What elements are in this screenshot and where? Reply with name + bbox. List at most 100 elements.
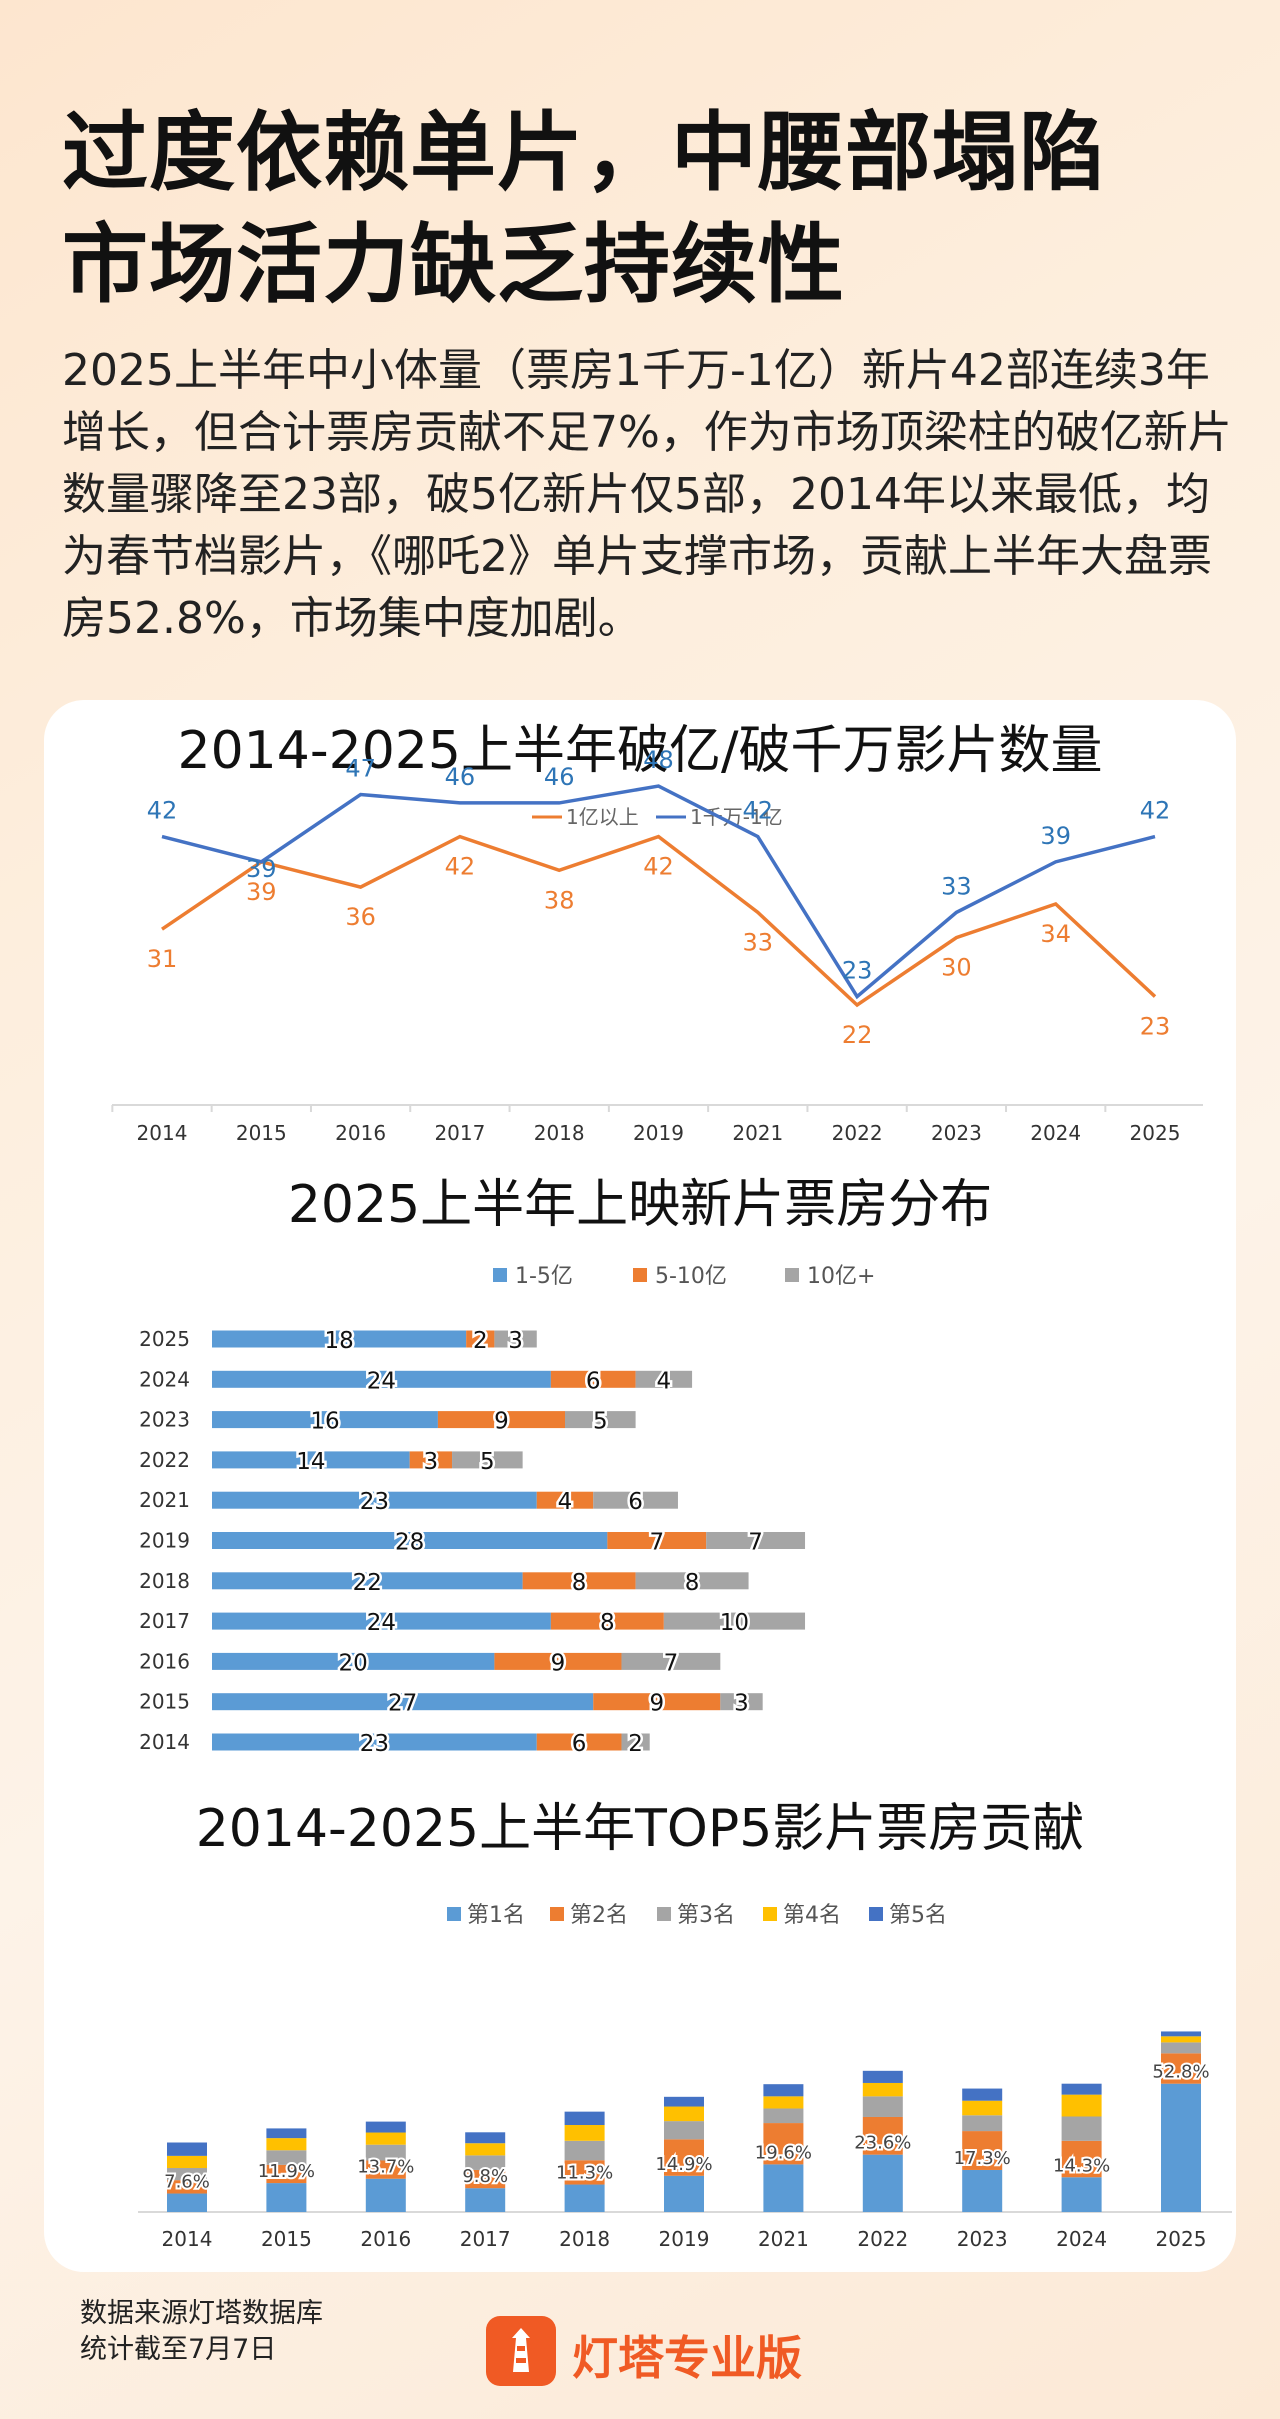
chart3-bar-segment (862, 2082, 903, 2097)
chart2-bar-value-label: 6 (572, 1731, 587, 1757)
chart3-bar-segment (465, 2169, 506, 2189)
chart2-bar-segment (494, 1330, 537, 1348)
chart2-bar-value-label: 23 (360, 1489, 389, 1515)
chart3-legend-swatch-0 (447, 1907, 461, 1921)
chart1-data-label-blue: 39 (246, 855, 277, 883)
chart1-x-tick-label: 2023 (931, 1121, 982, 1145)
chart1-data-label-orange: 22 (842, 1021, 873, 1049)
chart3-first-rank-label: 23.6% (854, 2133, 911, 2154)
chart2-bar-segment (536, 1491, 594, 1509)
chart2-bar-value-label: 7 (748, 1530, 763, 1556)
chart3-bar-segment (1061, 2116, 1102, 2141)
chart3-first-rank-label: 14.9% (655, 2154, 712, 2175)
chart3-bar-segment (365, 2160, 406, 2179)
chart2-bar-segment (706, 1532, 806, 1549)
chart1-x-tick-label: 2024 (1030, 1121, 1081, 1145)
chart3-first-rank-label: 11.9% (258, 2161, 315, 2182)
chart3-bar-segment (664, 2175, 704, 2212)
chart2-bar-segment (212, 1612, 551, 1630)
chart2-bar-value-label: 27 (388, 1691, 417, 1717)
chart3-bar-segment (763, 2123, 804, 2165)
chart3-bar-segment (465, 2188, 506, 2212)
chart3-bar-segment (365, 2178, 406, 2212)
chart2-bar-value-label: 8 (600, 1610, 615, 1636)
chart2-legend-swatch-0 (493, 1268, 507, 1282)
chart3-x-tick-label: 2025 (1156, 2227, 1207, 2251)
source-line: 数据来源灯塔数据库 (80, 2298, 323, 2329)
chart3-first-rank-label: 7.6% (164, 2172, 210, 2193)
cutoff-line: 统计截至7月7日 (80, 2334, 277, 2365)
chart1-data-label-blue: 33 (941, 872, 972, 900)
chart3-bar-segment (167, 2180, 207, 2194)
chart2-bar-segment (607, 1532, 707, 1549)
chart3-bar-segment (1161, 2042, 1201, 2054)
chart2-bar-value-label: 3 (424, 1449, 439, 1475)
chart2-bar-segment (593, 1491, 678, 1509)
chart2-bar-value-label: 8 (572, 1570, 587, 1596)
chart2-bar-value-label: 2 (473, 1328, 488, 1354)
chart3-bar-segment (365, 2132, 406, 2145)
chart3-bar-segment (167, 2142, 207, 2156)
chart1-data-label-orange: 38 (544, 886, 575, 914)
chart1-data-label-orange: 33 (743, 928, 774, 956)
chart3-legend-label-4: 第5名 (889, 1903, 947, 1928)
chart2-bar-value-label: 4 (657, 1368, 672, 1394)
chart2-bar-value-label: 9 (551, 1650, 566, 1676)
chart3-bar-segment (962, 2088, 1003, 2101)
chart2-bar-value-label: 7 (664, 1650, 679, 1676)
chart3-bar-segment (465, 2155, 506, 2170)
chart3-bar-segment (1061, 2094, 1102, 2117)
chart2-bar-value-label: 28 (395, 1530, 424, 1556)
chart3-legend-label-2: 第3名 (677, 1903, 735, 1928)
chart2-bar-segment (522, 1572, 636, 1590)
chart3-bar-segment (763, 2108, 804, 2124)
chart3-legend-label-1: 第2名 (570, 1903, 628, 1928)
chart3-first-rank-label: 14.3% (1053, 2155, 1110, 2176)
chart3-first-rank-label: 17.3% (954, 2148, 1011, 2169)
chart3-bar-segment (962, 2169, 1003, 2212)
chart2-bar-value-label: 10 (720, 1610, 749, 1636)
chart3-bar-segment (167, 2168, 207, 2181)
chart2-bar-value-label: 2 (628, 1731, 643, 1757)
chart3-bar-segment (962, 2115, 1003, 2132)
chart2-bar-value-label: 16 (310, 1409, 339, 1435)
chart1-x-tick-label: 2019 (633, 1121, 684, 1145)
chart2-bar-value-label: 22 (353, 1570, 382, 1596)
chart3-bar-segment (564, 2111, 605, 2126)
chart2-legend-swatch-1 (633, 1268, 647, 1282)
lighthouse-icon (486, 2316, 556, 2386)
chart1-data-label-blue: 46 (544, 763, 575, 791)
chart2-bar-segment (212, 1370, 551, 1388)
chart1-data-label-blue: 42 (147, 797, 178, 825)
chart1-x-tick-label: 2021 (732, 1121, 783, 1145)
chart2-bar-segment (212, 1652, 495, 1670)
chart3-bar-segment (1161, 2036, 1201, 2043)
chart3-first-rank-label: 19.6% (755, 2142, 812, 2163)
chart1-x-tick-label: 2018 (534, 1121, 585, 1145)
chart3-x-tick-label: 2017 (460, 2227, 511, 2251)
chart3-x-tick-label: 2018 (559, 2227, 610, 2251)
chart1-series-line-0 (161, 834, 1157, 1008)
chart2-bar-segment (212, 1451, 410, 1469)
chart3-bar-segment (266, 2164, 307, 2184)
chart1-x-tick-label: 2016 (335, 1121, 386, 1145)
chart1-data-label-orange: 36 (345, 903, 376, 931)
page-title-line1: 过度依赖单片，中腰部塌陷 (62, 103, 1106, 203)
chart2-legend-swatch-2 (785, 1268, 799, 1282)
chart1-data-label-blue: 42 (1140, 797, 1171, 825)
chart3-bar-segment (1161, 2083, 1201, 2212)
chart2-y-tick-label: 2019 (139, 1529, 190, 1553)
chart1-data-label-orange: 30 (941, 954, 972, 982)
chart2-bar-value-label: 6 (586, 1368, 601, 1394)
chart3-bar-segment (664, 2096, 704, 2107)
chart2-bar-segment (635, 1572, 749, 1590)
chart3-x-tick-label: 2019 (659, 2227, 710, 2251)
chart2-bar-value-label: 8 (685, 1570, 700, 1596)
chart2-y-tick-label: 2022 (139, 1448, 190, 1472)
chart3-bar-segment (763, 2084, 804, 2097)
chart3-bar-segment (763, 2164, 804, 2212)
chart2-bar-segment (212, 1330, 467, 1348)
chart2-legend-label-1: 5-10亿 (655, 1264, 727, 1289)
chart3-x-tick-label: 2024 (1056, 2227, 1107, 2251)
chart2-y-tick-label: 2017 (139, 1609, 190, 1633)
